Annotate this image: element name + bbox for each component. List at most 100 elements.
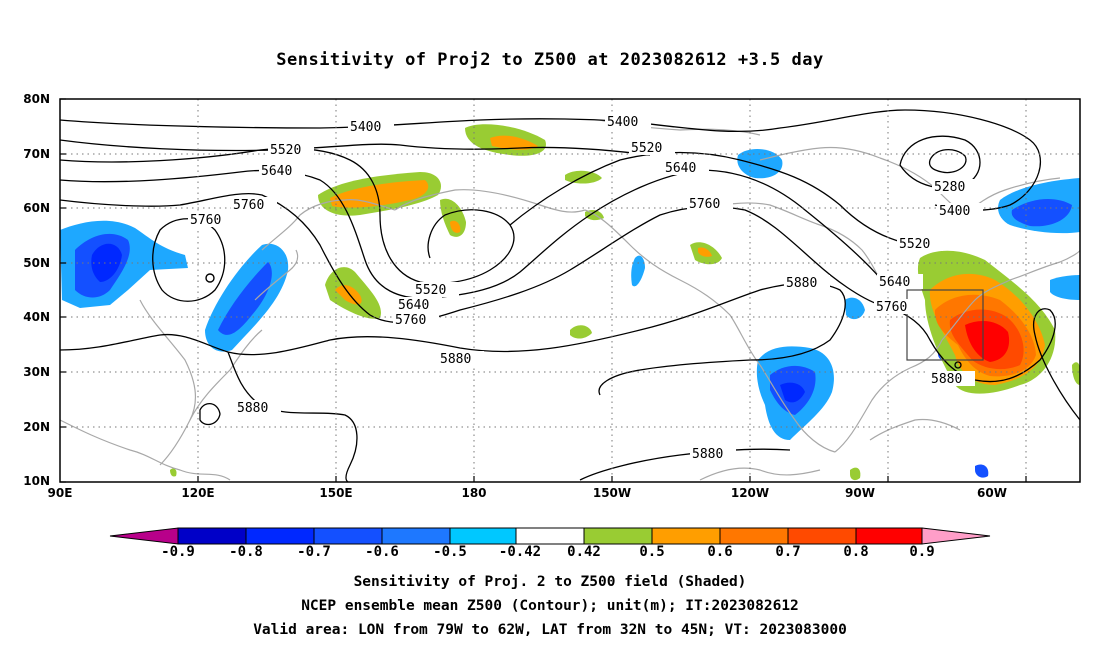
lon-label: 180: [461, 486, 487, 500]
colorbar-swatch: [449, 527, 517, 545]
contour-5400: [60, 109, 1041, 211]
contour-label: 5880: [440, 352, 471, 367]
colorbar-swatch: [583, 527, 653, 545]
chart-title: Sensitivity of Proj2 to Z500 at 20230826…: [276, 50, 824, 70]
contour-5760: [60, 192, 881, 324]
positive-patch-bering-core: [330, 180, 429, 208]
contour-5880-south: [227, 351, 358, 482]
footer-line-3: Valid area: LON from 79W to 62W, LAT fro…: [253, 622, 847, 638]
contour-label: 5760: [689, 197, 720, 212]
negative-patch-atlantic: [1050, 275, 1080, 300]
colorbar-swatch: [719, 527, 789, 545]
positive-patch-rockies-core: [698, 247, 712, 257]
lat-label: 10N: [23, 474, 50, 488]
contour-label: 5520: [270, 143, 301, 158]
lat-label: 20N: [23, 420, 50, 434]
contour-label: 5520: [415, 283, 446, 298]
positive-patch-wpac: [170, 468, 177, 477]
contour-5280: [899, 135, 981, 189]
colorbar-swatch: [177, 527, 247, 545]
sensitivity-shading: [60, 124, 1080, 481]
contour-small-loop: [199, 403, 221, 426]
colorbar-label: 0.42: [567, 544, 601, 560]
positive-patch-aleut-core: [450, 220, 461, 233]
contour-label: 5640: [261, 164, 292, 179]
colorbar-swatch: [515, 527, 585, 545]
contour-label: 5880: [786, 276, 817, 291]
contour-label: 5880: [237, 401, 268, 416]
contour-5520-east: [509, 151, 916, 246]
lat-label: 80N: [23, 92, 50, 106]
positive-patch-north-pac-core: [335, 285, 362, 305]
contour-label: 5400: [607, 115, 638, 130]
contour-label: 5640: [665, 161, 696, 176]
colorbar: [109, 527, 991, 545]
contour-5520: [60, 147, 515, 285]
positive-patch-arctic-core: [490, 135, 538, 150]
colorbar-label: 0.7: [775, 544, 801, 560]
colorbar-end-right: [921, 527, 991, 545]
colorbar-end-left: [109, 527, 179, 545]
lon-label: 150E: [319, 486, 353, 500]
contour-label: 5880: [692, 447, 723, 462]
colorbar-label: 0.6: [707, 544, 733, 560]
contour-label: 5760: [190, 213, 221, 228]
axis-ticks: [60, 98, 1027, 483]
negative-patch-asia-inner: [91, 243, 122, 282]
colorbar-label: 0.8: [843, 544, 869, 560]
lon-label: 120E: [181, 486, 215, 500]
colorbar-swatch: [855, 527, 923, 545]
positive-patch-gulf: [850, 467, 861, 481]
colorbar-label: -0.9: [161, 544, 195, 560]
colorbar-label: -0.7: [297, 544, 331, 560]
colorbar-label: 0.9: [909, 544, 935, 560]
colorbar-label: -0.42: [498, 544, 542, 560]
lat-label: 60N: [23, 201, 50, 215]
negative-patch-hudson: [737, 148, 783, 179]
positive-patch-tropic: [1072, 362, 1080, 385]
contour-5400-second: [60, 139, 651, 156]
positive-patch-eastcoast-core: [965, 320, 1010, 362]
negative-patch-east-pac-inner: [780, 382, 805, 403]
valid-area-box: [906, 289, 984, 361]
contour-label: 5400: [350, 120, 381, 135]
contour-label: 5520: [899, 237, 930, 252]
colorbar-swatch: [313, 527, 383, 545]
contour-label: 5280: [934, 180, 965, 195]
lon-label: 120W: [730, 486, 770, 500]
positive-patch-small2: [570, 325, 592, 339]
colorbar-label: -0.8: [229, 544, 263, 560]
contour-label: 5880: [931, 372, 962, 387]
footer-line-1: Sensitivity of Proj. 2 to Z500 field (Sh…: [353, 574, 747, 590]
lon-label: 90W: [845, 486, 875, 500]
negative-patch-labrador-core: [1011, 198, 1072, 227]
lat-label: 40N: [23, 310, 50, 324]
contour-5880-atlantic: [879, 304, 1080, 421]
contour-label: 5760: [395, 313, 426, 328]
lat-label: 50N: [23, 256, 50, 270]
contour-5880: [60, 282, 846, 396]
colorbar-swatch: [787, 527, 857, 545]
contour-label: 5400: [939, 204, 970, 219]
colorbar-swatch: [651, 527, 721, 545]
colorbar-label: -0.5: [433, 544, 467, 560]
graticule: [60, 99, 1080, 482]
lon-label: 90E: [47, 486, 73, 500]
lat-label: 30N: [23, 365, 50, 379]
positive-patch-small: [565, 170, 602, 184]
lon-label: 60W: [977, 486, 1007, 500]
contour-label: 5640: [398, 298, 429, 313]
contour-label: 5640: [879, 275, 910, 290]
contour-label: 5760: [876, 300, 907, 315]
high-center-marker-east: [954, 361, 962, 369]
contour-5880-east: [579, 448, 791, 481]
high-center-marker: [205, 273, 215, 283]
contour-5280-inner: [928, 149, 967, 174]
lat-label: 70N: [23, 147, 50, 161]
negative-patch-mid: [845, 297, 865, 320]
contour-label: 5760: [233, 198, 264, 213]
colorbar-label: -0.6: [365, 544, 399, 560]
map-frame: [59, 98, 1081, 483]
contour-labels: 5400 5400 5400 5520 5520 5520 5520 5640 …: [188, 114, 983, 462]
